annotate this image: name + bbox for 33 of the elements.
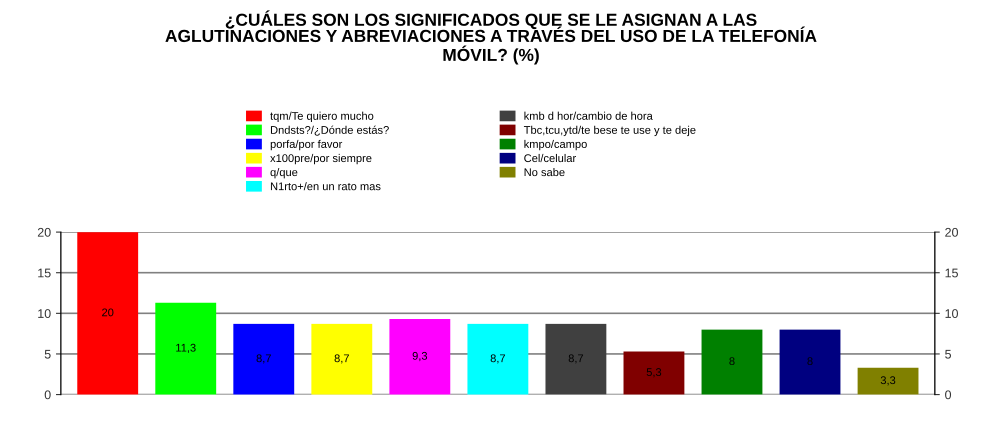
y-tick-label: 5 <box>44 350 51 359</box>
data-label: 8 <box>807 357 813 366</box>
y2-tick-label: 0 <box>945 390 952 400</box>
y-tick-label: 10 <box>38 309 51 318</box>
legend-label: Dndsts?/¿Dónde estás? <box>270 126 389 136</box>
legend-label: q/que <box>270 168 298 178</box>
data-label: 5,3 <box>646 368 662 378</box>
legend-label: x100pre/por siempre <box>270 154 372 164</box>
data-label: 11,3 <box>176 344 196 353</box>
legend-label: N1rto+/en un rato mas <box>270 182 381 190</box>
data-label: 8,7 <box>568 354 584 364</box>
legend-label: porfa/por favor <box>270 140 342 150</box>
legend-label: Cel/celular <box>524 154 576 162</box>
y2-tick-label: 5 <box>945 350 952 359</box>
legend-label: kmpo/campo <box>524 140 587 150</box>
data-label: 20 <box>102 308 114 316</box>
y2-tick-label: 20 <box>945 228 958 237</box>
data-label: 9,3 <box>412 352 428 362</box>
legend-label: tqm/Te quiero mucho <box>270 112 374 122</box>
y-tick-label: 20 <box>38 228 51 237</box>
data-label: 3,3 <box>880 376 896 386</box>
chart-title: ¿CUÁLES SON LOS SIGNIFICADOS QUE SE LE ASIGNAN A LAS AGLUTINACIONES Y ABREVIACIONES A TRAVÉS DEL USO DE LA TELEFONÍA MÓVIL? (%) <box>165 10 817 65</box>
legend-label: Tbc,tcu,ytd/te bese te use y te deje <box>524 126 696 136</box>
data-label: 8,7 <box>334 354 349 364</box>
y2-tick-label: 10 <box>946 309 958 318</box>
y-tick-label: 15 <box>38 268 51 278</box>
data-label: 8,7 <box>256 354 271 364</box>
y2-tick-label: 15 <box>946 268 958 278</box>
legend-label: No sabe <box>524 168 565 176</box>
data-label: 8,7 <box>490 354 506 364</box>
data-label: 8 <box>729 357 735 366</box>
y-tick-label: 0 <box>44 390 51 400</box>
legend-label: kmb d hor/cambio de hora <box>524 112 653 120</box>
